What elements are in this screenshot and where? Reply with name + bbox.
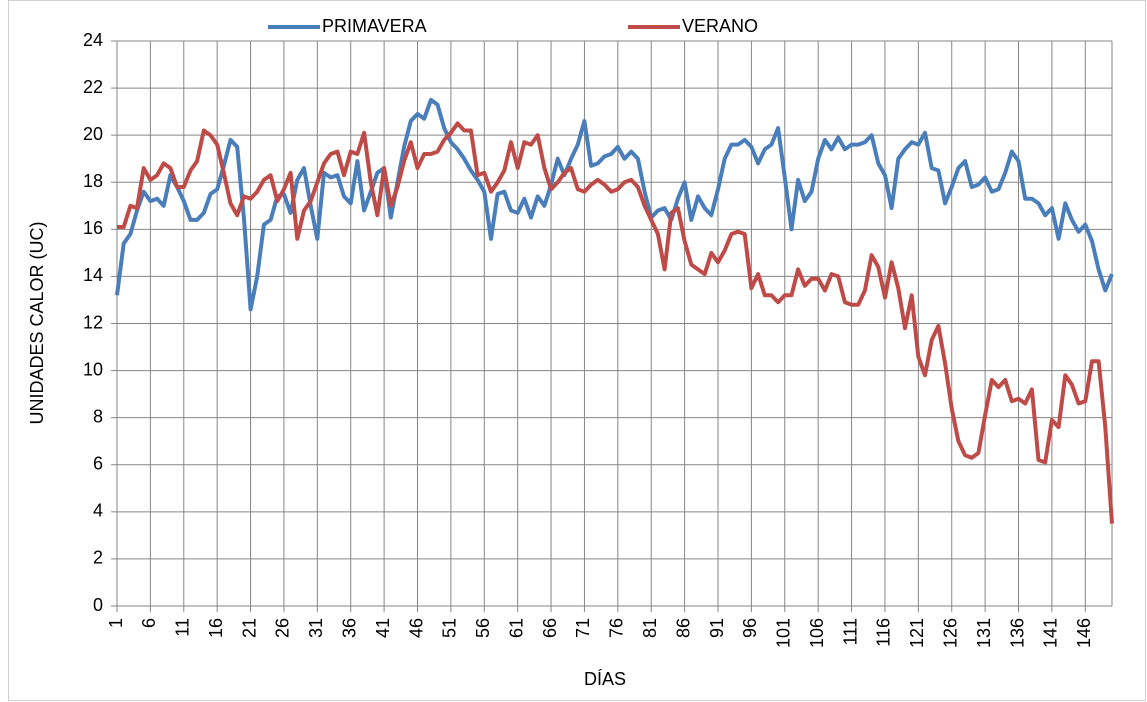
line-series [117, 121, 1114, 524]
x-tick-label: 41 [373, 618, 393, 638]
x-tick-label: 31 [306, 618, 326, 638]
line-series [115, 97, 1114, 312]
y-tick-label: 2 [93, 548, 103, 568]
x-tick-label: 111 [840, 618, 860, 645]
y-tick-label: 8 [93, 406, 103, 426]
x-tick-label: 76 [607, 618, 627, 638]
x-tick-label: 106 [807, 618, 827, 648]
y-tick-label: 24 [83, 30, 103, 50]
y-tick-label: 14 [83, 265, 103, 285]
x-tick-label: 91 [707, 618, 727, 638]
x-axis-title: DÍAS [584, 669, 626, 689]
x-tick-label: 141 [1041, 618, 1061, 648]
y-tick-label: 16 [83, 218, 103, 238]
x-tick-label: 11 [173, 618, 193, 637]
x-tick-label: 51 [440, 618, 460, 638]
y-tick-label: 20 [83, 124, 103, 144]
y-tick-label: 4 [93, 501, 103, 521]
x-tick-label: 1 [106, 618, 126, 628]
x-tick-label: 56 [473, 618, 493, 638]
y-axis-title: UNIDADES CALOR (UC) [27, 221, 47, 424]
x-tick-label: 136 [1007, 618, 1027, 648]
x-tick-label: 101 [774, 618, 794, 648]
y-tick-label: 22 [83, 77, 103, 97]
x-tick-label: 61 [506, 618, 526, 638]
legend-label: PRIMAVERA [322, 16, 427, 36]
x-tick-label: 96 [740, 618, 760, 638]
x-tick-label: 126 [940, 618, 960, 648]
y-tick-label: 18 [83, 171, 103, 191]
x-tick-label: 36 [339, 618, 359, 638]
x-tick-label: 21 [239, 618, 259, 638]
y-tick-label: 12 [83, 312, 103, 332]
x-tick-label: 81 [640, 618, 660, 638]
x-tick-label: 121 [907, 618, 927, 648]
x-tick-label: 116 [874, 618, 894, 647]
x-tick-label: 131 [974, 618, 994, 648]
x-tick-label: 146 [1074, 618, 1094, 648]
x-tick-label: 66 [540, 618, 560, 638]
legend-label: VERANO [682, 16, 758, 36]
x-tick-label: 71 [573, 618, 593, 638]
x-tick-label: 6 [139, 618, 159, 628]
y-tick-label: 6 [93, 454, 103, 474]
x-tick-label: 26 [273, 618, 293, 638]
x-tick-label: 16 [206, 618, 226, 638]
x-tick-label: 86 [673, 618, 693, 638]
y-tick-label: 0 [93, 595, 103, 615]
y-tick-label: 10 [83, 359, 103, 379]
chart-frame [8, 0, 1146, 701]
x-tick-label: 46 [406, 618, 426, 638]
